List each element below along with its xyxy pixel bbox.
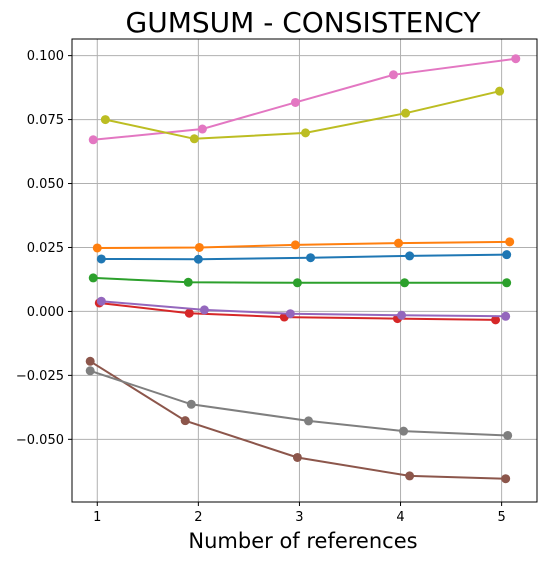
series-3 [88,273,512,288]
y-tick-label: −0.050 [16,433,64,448]
data-point [85,356,95,366]
data-point [189,134,199,144]
data-point [397,310,407,320]
data-point [96,296,106,306]
series-1 [96,250,512,264]
data-point [88,135,98,145]
series-group [85,54,521,484]
data-point [501,311,511,321]
y-tick-label: 0.025 [27,241,64,256]
series-8 [85,366,513,440]
x-tick-label: 4 [396,510,404,525]
data-point [292,278,302,288]
data-point [304,416,314,426]
series-6 [85,356,511,484]
data-point [186,399,196,409]
x-axis: 1 2 3 4 5 [93,502,506,525]
data-point [85,366,95,376]
y-tick-label: 0.100 [27,49,64,64]
x-tick-label: 3 [295,510,303,525]
data-point [197,124,207,134]
data-point [388,70,398,80]
data-point [491,315,501,325]
data-point [495,86,505,96]
data-point [100,115,110,125]
data-point [184,308,194,318]
series-line [101,300,506,318]
grid [72,39,537,502]
y-tick-label: 0.000 [27,305,64,320]
data-point [511,54,521,64]
data-point [193,254,203,264]
data-point [405,471,415,481]
data-point [501,474,511,484]
data-point [502,278,512,288]
y-tick-label: −0.025 [16,369,64,384]
data-point [194,242,204,252]
series-2 [92,237,515,253]
series-line [101,253,507,261]
data-point [183,277,193,287]
data-point [306,253,316,263]
data-point [88,273,98,283]
data-point [180,416,190,426]
data-point [401,108,411,118]
data-point [505,237,515,247]
x-tick-label: 5 [497,510,505,525]
series-5 [96,296,511,321]
data-point [96,254,106,264]
chart-title: GUMSUM - CONSISTENCY [126,6,482,39]
data-point [290,240,300,250]
data-point [285,309,295,319]
data-point [301,128,311,138]
y-tick-label: 0.050 [27,177,64,192]
plot-frame [71,38,538,503]
series-line [93,57,516,141]
data-point [92,243,102,253]
series-9 [100,86,505,144]
x-tick-label: 2 [194,510,202,525]
data-point [399,426,409,436]
data-point [290,97,300,107]
data-point [199,305,209,315]
data-point [400,278,410,288]
data-point [503,430,513,440]
y-axis: −0.050 −0.025 0.000 0.025 0.050 0.075 0.100 [16,49,72,448]
data-point [502,250,512,260]
data-point [405,251,415,261]
x-axis-label: Number of references [188,529,417,553]
x-tick-label: 1 [93,510,101,525]
data-point [394,238,404,248]
y-tick-label: 0.075 [27,113,64,128]
data-point [292,452,302,462]
